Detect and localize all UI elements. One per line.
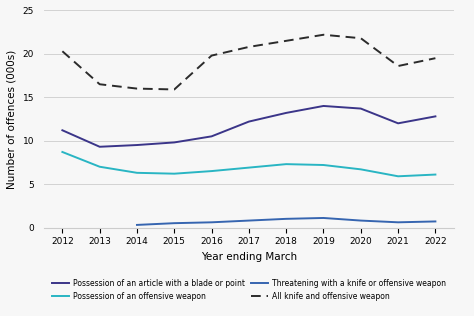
Possession of an offensive weapon [209,169,214,173]
All knife and offensive weapon [60,49,65,53]
Threatening with a knife or offensive weapon [209,221,214,224]
Line: Possession of an article with a blade or point: Possession of an article with a blade or… [63,106,436,147]
Possession of an article with a blade or point [60,128,65,132]
Possession of an offensive weapon [395,174,401,178]
Possession of an article with a blade or point [320,104,326,108]
X-axis label: Year ending March: Year ending March [201,252,297,262]
Possession of an article with a blade or point [209,134,214,138]
Possession of an article with a blade or point [134,143,140,147]
All knife and offensive weapon [433,56,438,60]
Threatening with a knife or offensive weapon [246,219,252,222]
Possession of an article with a blade or point [433,114,438,118]
Y-axis label: Number of offences (000s): Number of offences (000s) [7,49,17,189]
All knife and offensive weapon [358,36,364,40]
Possession of an offensive weapon [134,171,140,175]
Line: All knife and offensive weapon: All knife and offensive weapon [63,35,436,89]
Possession of an article with a blade or point [283,111,289,115]
Threatening with a knife or offensive weapon [172,221,177,225]
Threatening with a knife or offensive weapon [395,221,401,224]
All knife and offensive weapon [97,82,102,86]
Threatening with a knife or offensive weapon [433,220,438,223]
All knife and offensive weapon [320,33,326,37]
Threatening with a knife or offensive weapon [134,223,140,227]
All knife and offensive weapon [246,45,252,49]
Possession of an offensive weapon [320,163,326,167]
Threatening with a knife or offensive weapon [283,217,289,221]
Possession of an offensive weapon [172,172,177,176]
Possession of an offensive weapon [60,150,65,154]
Line: Threatening with a knife or offensive weapon: Threatening with a knife or offensive we… [137,218,436,225]
Possession of an article with a blade or point [97,145,102,149]
Threatening with a knife or offensive weapon [320,216,326,220]
Possession of an article with a blade or point [395,121,401,125]
Legend: Possession of an article with a blade or point, Possession of an offensive weapo: Possession of an article with a blade or… [52,279,446,301]
Possession of an offensive weapon [283,162,289,166]
Threatening with a knife or offensive weapon [358,219,364,222]
Possession of an offensive weapon [433,173,438,176]
Possession of an article with a blade or point [358,107,364,111]
All knife and offensive weapon [283,39,289,43]
All knife and offensive weapon [134,87,140,90]
Line: Possession of an offensive weapon: Possession of an offensive weapon [63,152,436,176]
Possession of an article with a blade or point [172,141,177,144]
Possession of an offensive weapon [97,165,102,169]
Possession of an offensive weapon [358,167,364,171]
All knife and offensive weapon [209,54,214,58]
Possession of an offensive weapon [246,166,252,169]
All knife and offensive weapon [395,64,401,68]
Possession of an article with a blade or point [246,120,252,124]
All knife and offensive weapon [172,88,177,91]
